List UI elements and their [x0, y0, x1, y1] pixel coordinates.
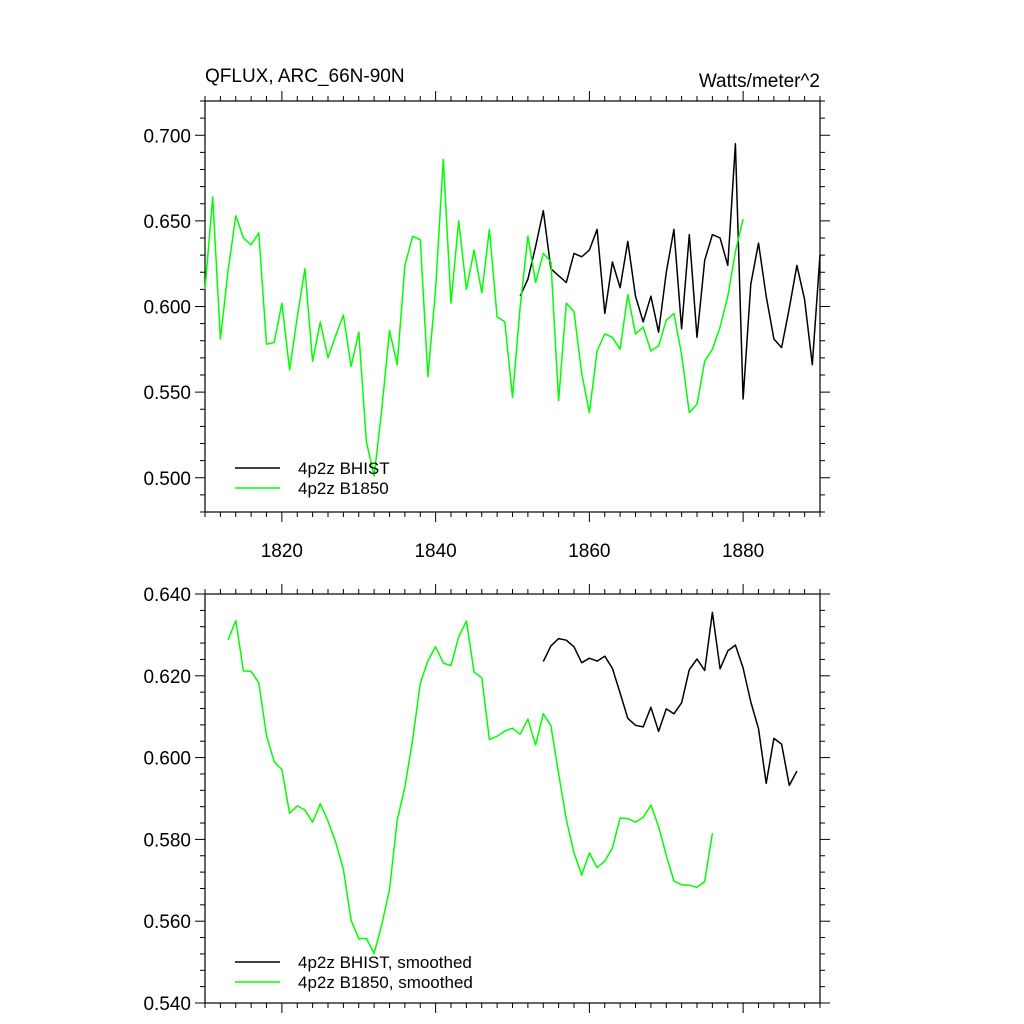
legend-label: 4p2z B1850, smoothed: [298, 973, 473, 992]
y-tick-label: 0.620: [143, 667, 191, 688]
y-tick-label: 0.550: [143, 383, 191, 404]
y-tick-label: 0.650: [143, 212, 191, 233]
legend-label: 4p2z B1850: [298, 479, 389, 498]
y-tick-label: 0.580: [143, 830, 191, 851]
y-tick-label: 0.560: [143, 912, 191, 933]
series-line-4p2z-b1850-smoothed: [227, 619, 714, 955]
series-line-4p2z-bhist-smoothed: [542, 611, 798, 787]
y-tick-label: 0.500: [143, 469, 191, 490]
series-line-4p2z-b1850: [204, 158, 744, 477]
y-tick-label: 0.640: [143, 585, 191, 606]
y-tick-label: 0.540: [143, 994, 191, 1015]
y-tick-label: 0.600: [143, 298, 191, 319]
chart-title: QFLUX, ARC_66N-90N: [205, 66, 405, 87]
plot-frame: [204, 100, 821, 513]
x-tick-label: 1840: [414, 541, 456, 562]
legend-label: 4p2z BHIST, smoothed: [298, 953, 472, 972]
y-tick-label: 0.600: [143, 749, 191, 770]
bottom-panel: 0.540 0.560 0.580 0.600 0.620 0.640 4p2z BHIST…: [143, 584, 830, 1015]
series-line-4p2z-bhist: [519, 143, 821, 400]
legend-label: 4p2z BHIST: [298, 459, 390, 478]
top-panel: QFLUX, ARC_66N-90N Watts/meter^2 0.500 0.…: [143, 66, 830, 562]
x-tick-label: 1880: [722, 541, 764, 562]
x-tick-label: 1860: [568, 541, 610, 562]
units-label: Watts/meter^2: [699, 71, 820, 92]
plot-frame: [204, 593, 821, 1004]
y-tick-label: 0.700: [143, 126, 191, 147]
x-tick-label: 1820: [261, 541, 303, 562]
